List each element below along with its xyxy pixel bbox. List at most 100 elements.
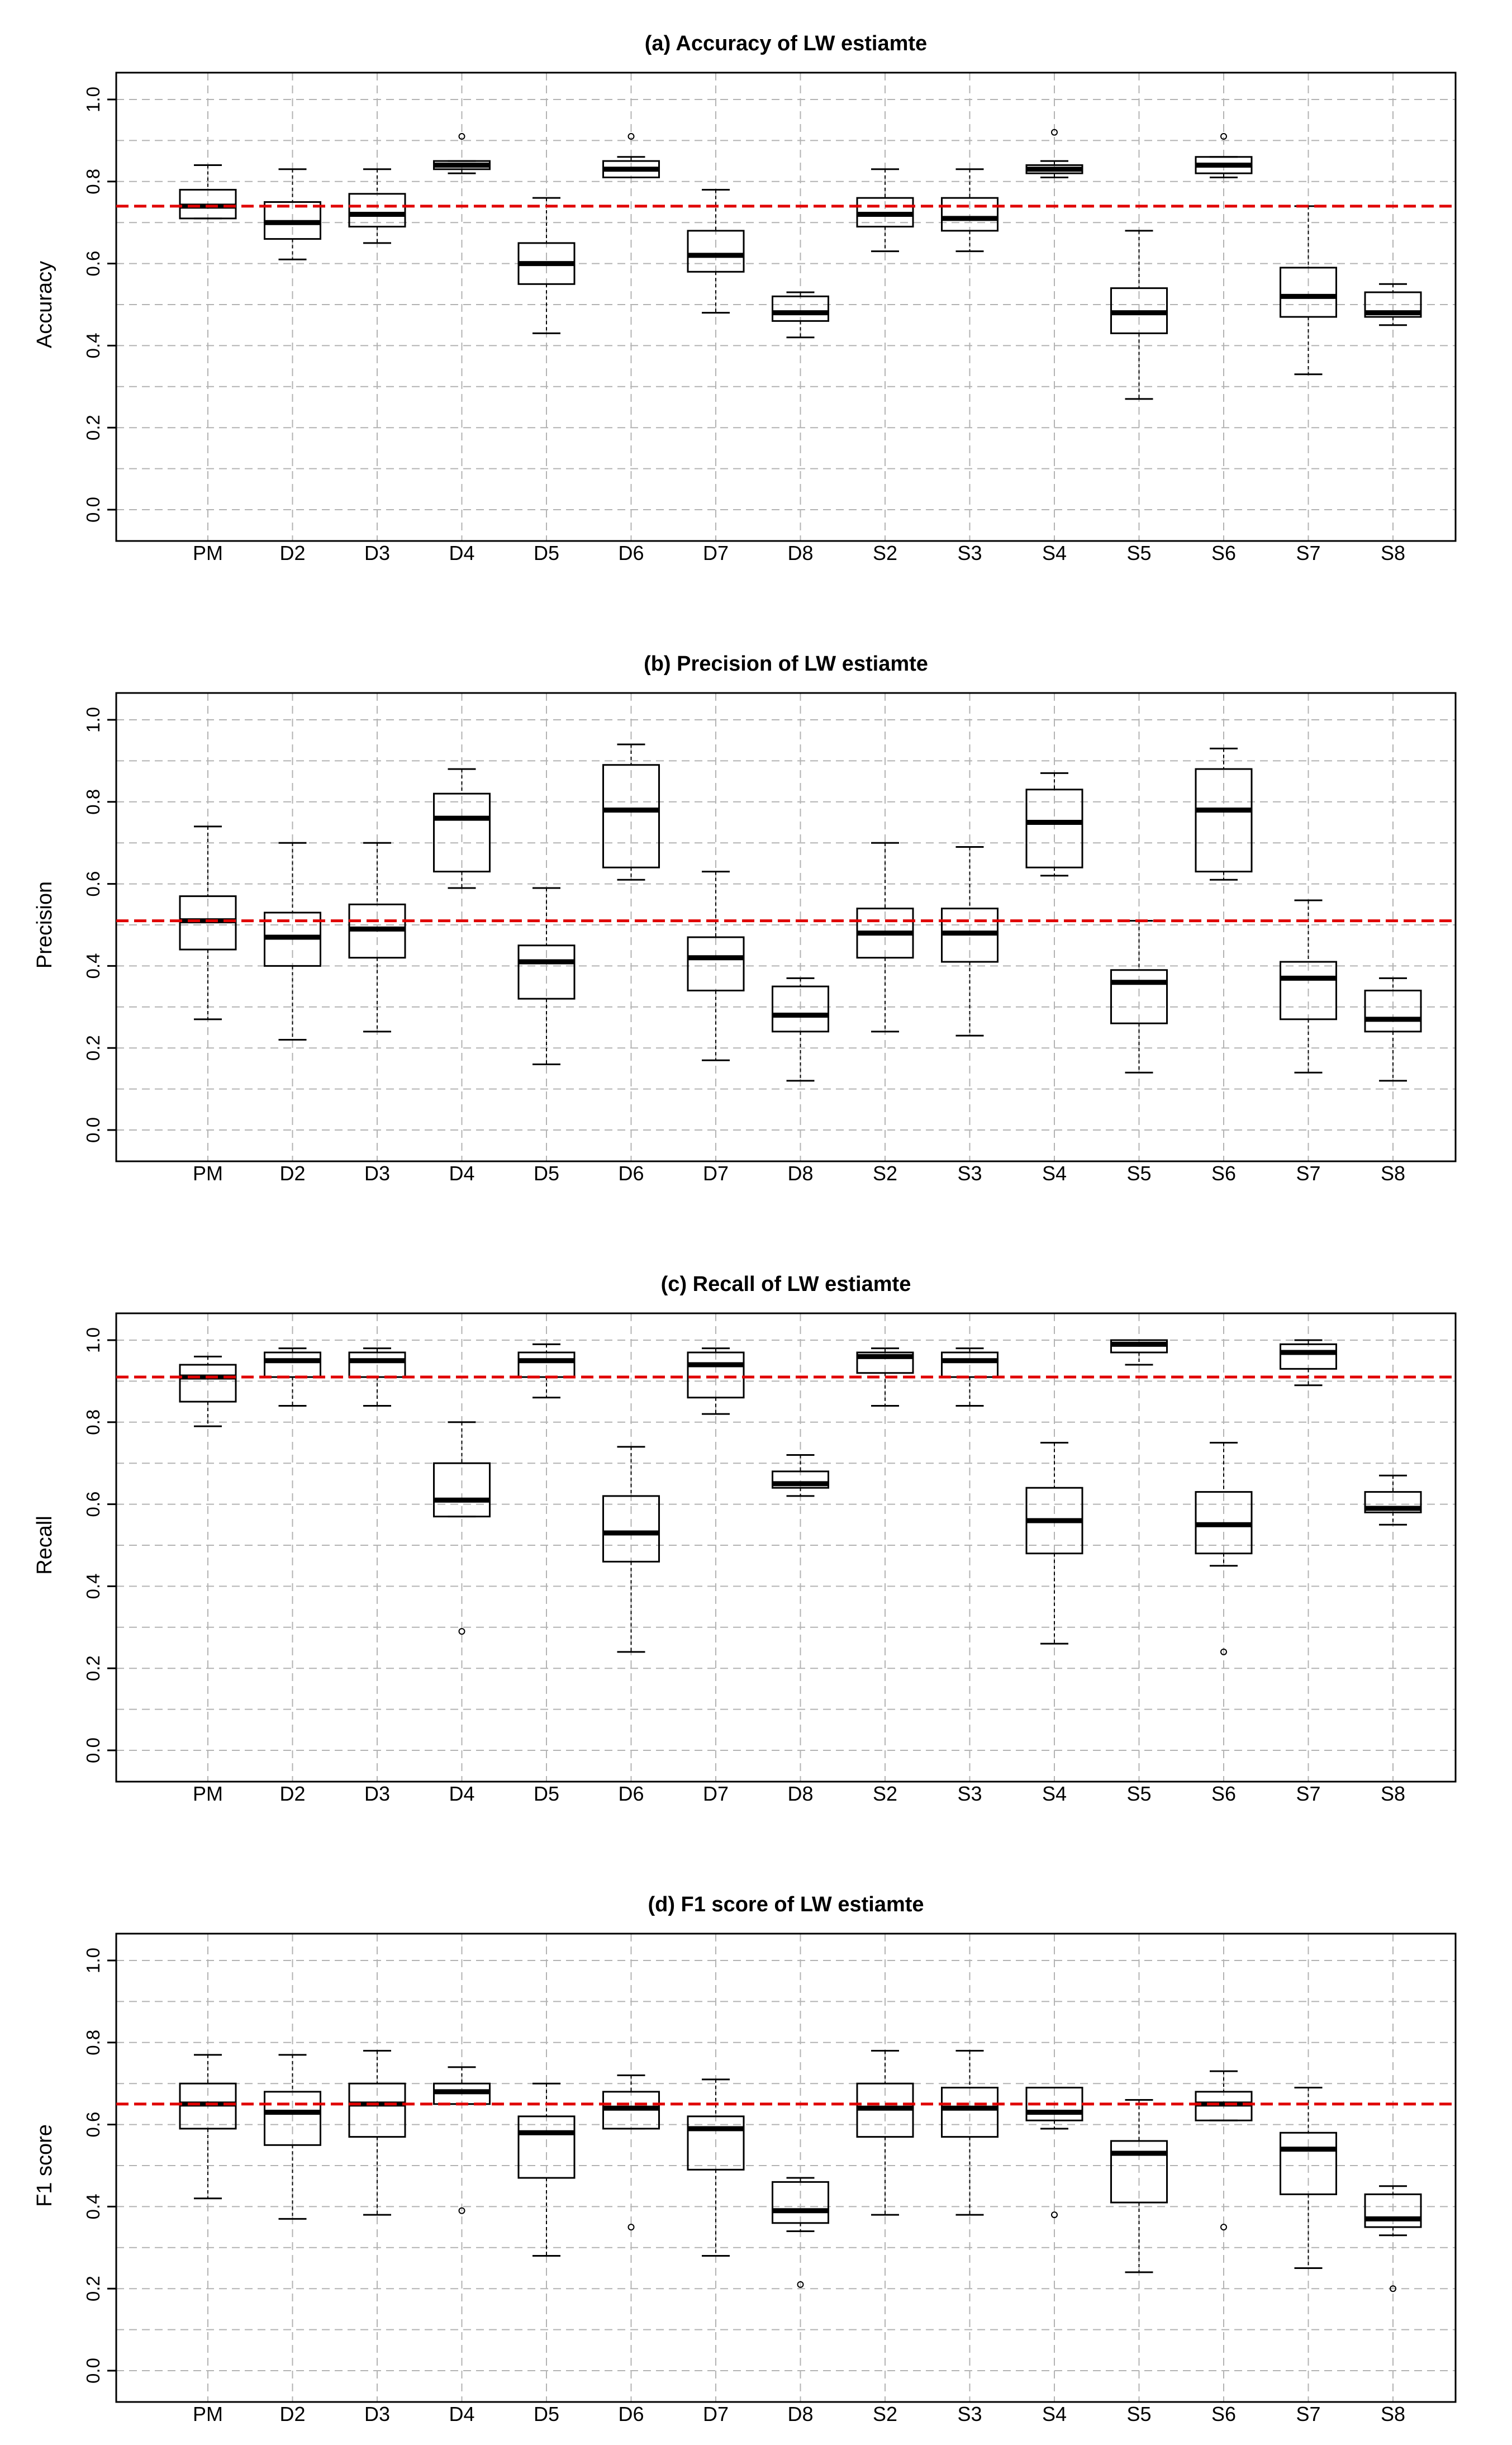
box-s2 — [856, 842, 914, 1033]
box-body — [772, 2181, 829, 2224]
box-d7 — [687, 188, 745, 314]
x-tick-label: S5 — [1126, 1782, 1151, 1805]
box-body — [348, 2082, 406, 2138]
x-tick-label: S2 — [873, 1782, 897, 1805]
box-d4 — [433, 1421, 491, 1635]
x-tick-label: S4 — [1042, 1782, 1067, 1805]
box-body — [1110, 969, 1168, 1024]
outlier-point — [1051, 2211, 1058, 2219]
x-tick-label: D5 — [534, 542, 559, 564]
x-tick-label: D6 — [618, 2403, 644, 2425]
box-s2 — [856, 1347, 914, 1407]
panel-recall: (c) Recall of LW estiamte 0.0 0.2 0.4 0.6 0.8… — [33, 1273, 1457, 1805]
box-body — [433, 792, 491, 873]
x-tick-label: D4 — [449, 1782, 474, 1805]
y-tick-label: 1.0 — [83, 707, 103, 733]
x-tick-label: S3 — [957, 2403, 982, 2425]
box-s6 — [1195, 133, 1253, 178]
box-body — [687, 2115, 745, 2171]
box-s3 — [941, 2049, 999, 2216]
x-tick-label: D2 — [279, 1162, 305, 1185]
y-tick-label: 0.0 — [83, 1737, 103, 1763]
box-d5 — [517, 887, 576, 1066]
x-tick-label: S6 — [1211, 1162, 1236, 1185]
x-tick-label: S7 — [1296, 542, 1320, 564]
x-tick-label: D8 — [787, 2403, 813, 2425]
y-tick-label: 0.8 — [83, 2030, 103, 2055]
plot-frame — [115, 72, 1457, 542]
x-tick-label: S8 — [1381, 1782, 1405, 1805]
box-d6 — [602, 743, 660, 881]
y-tick-label: 0.2 — [83, 415, 103, 440]
y-tick-label: 0.2 — [83, 2276, 103, 2301]
box-s5 — [1110, 2099, 1168, 2273]
x-tick-label: S6 — [1211, 1782, 1236, 1805]
box-s7 — [1280, 1339, 1337, 1387]
box-body — [1364, 1491, 1422, 1513]
x-tick-label: D2 — [279, 542, 305, 564]
box-body — [179, 1364, 237, 1403]
x-tick-label: D7 — [703, 1162, 729, 1185]
outlier-point — [1220, 1648, 1227, 1655]
outlier-point — [458, 2207, 465, 2214]
x-tick-label: S7 — [1296, 2403, 1320, 2425]
y-tick-label: 0.2 — [83, 1655, 103, 1681]
box-s8 — [1364, 977, 1422, 1082]
y-tick-label: 0.4 — [83, 1573, 103, 1599]
x-tick-label: PM — [193, 2403, 223, 2425]
x-tick-label: S7 — [1296, 1162, 1320, 1185]
box-s5 — [1110, 1339, 1168, 1366]
box-body — [264, 2091, 321, 2146]
box-d4 — [433, 768, 491, 889]
box-s8 — [1364, 2185, 1422, 2292]
x-tick-label: D6 — [618, 542, 644, 564]
x-tick-label: D8 — [787, 1162, 813, 1185]
y-axis-label: Recall — [33, 1516, 56, 1575]
box-d4 — [433, 133, 491, 174]
y-tick-label: 0.8 — [83, 169, 103, 194]
box-body — [941, 1351, 999, 1378]
box-s8 — [1364, 1474, 1422, 1526]
box-body — [264, 1351, 321, 1378]
box-body — [687, 1351, 745, 1399]
box-s3 — [941, 846, 999, 1037]
box-d5 — [517, 197, 576, 334]
box-body — [1280, 961, 1337, 1020]
box-d8 — [772, 1454, 829, 1497]
box-body — [856, 1351, 914, 1374]
x-tick-label: S3 — [957, 542, 982, 564]
chart-title: (b) Precision of LW estiamte — [644, 652, 928, 676]
box-body — [517, 944, 576, 1000]
x-tick-label: S3 — [957, 1782, 982, 1805]
box-s3 — [941, 168, 999, 253]
box-body — [433, 1462, 491, 1518]
box-s3 — [941, 1347, 999, 1407]
x-tick-label: D7 — [703, 1782, 729, 1805]
y-tick-label: 0.6 — [83, 251, 103, 277]
x-tick-label: D6 — [618, 1162, 644, 1185]
box-s2 — [856, 168, 914, 253]
chart-title: (a) Accuracy of LW estiamte — [645, 32, 927, 55]
box-s7 — [1280, 205, 1337, 376]
y-tick-label: 0.6 — [83, 1492, 103, 1517]
x-tick-label: S3 — [957, 1162, 982, 1185]
box-d2 — [264, 2054, 321, 2220]
box-d7 — [687, 1347, 745, 1415]
box-s7 — [1280, 2087, 1337, 2269]
x-tick-label: D7 — [703, 542, 729, 564]
y-tick-label: 0.8 — [83, 1409, 103, 1435]
box-body — [1364, 989, 1422, 1033]
box-body — [1195, 768, 1253, 873]
box-d3 — [348, 842, 406, 1033]
x-tick-label: PM — [193, 542, 223, 564]
box-s8 — [1364, 283, 1422, 326]
x-tick-label: D5 — [534, 1782, 559, 1805]
x-tick-label: S2 — [873, 2403, 897, 2425]
x-tick-label: D5 — [534, 2403, 559, 2425]
y-tick-label: 0.0 — [83, 497, 103, 523]
box-body — [1364, 291, 1422, 318]
box-s2 — [856, 2049, 914, 2216]
x-tick-label: D8 — [787, 542, 813, 564]
x-tick-label: PM — [193, 1782, 223, 1805]
